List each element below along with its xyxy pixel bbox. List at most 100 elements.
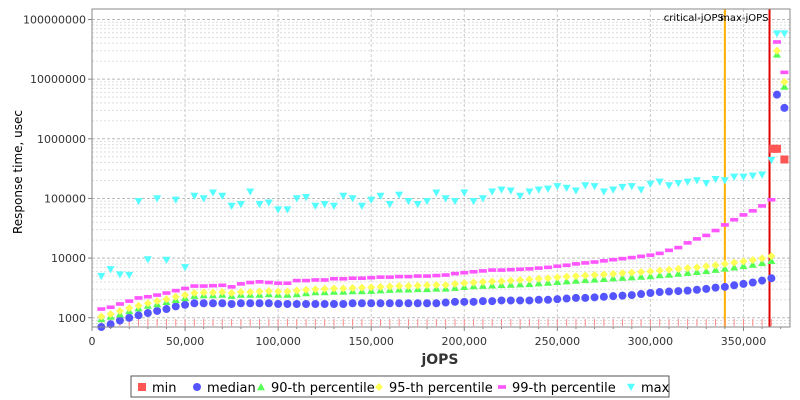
data-point bbox=[618, 256, 627, 261]
marker-label: critical-jOPS bbox=[664, 13, 724, 24]
data-point bbox=[274, 300, 283, 309]
data-point bbox=[711, 228, 720, 233]
data-point bbox=[357, 202, 366, 210]
data-point bbox=[506, 276, 515, 285]
data-point bbox=[780, 30, 789, 38]
data-point bbox=[637, 272, 646, 280]
data-point bbox=[655, 288, 664, 297]
data-point bbox=[274, 281, 283, 285]
data-point bbox=[506, 296, 515, 305]
data-point bbox=[534, 295, 543, 304]
data-point bbox=[255, 287, 264, 296]
data-point bbox=[106, 305, 115, 310]
data-point bbox=[320, 300, 329, 309]
legend-label: median bbox=[207, 381, 256, 396]
data-point bbox=[702, 262, 711, 271]
data-point bbox=[450, 271, 459, 276]
data-point bbox=[711, 265, 720, 273]
data-point bbox=[720, 223, 729, 227]
data-point bbox=[292, 278, 301, 283]
y-tick-label: 100000 bbox=[44, 192, 86, 205]
data-point bbox=[665, 182, 674, 190]
data-point bbox=[692, 237, 701, 241]
data-point bbox=[339, 300, 348, 309]
data-point bbox=[302, 278, 311, 283]
data-point bbox=[767, 252, 776, 261]
data-point bbox=[637, 290, 646, 299]
data-point bbox=[711, 283, 720, 292]
legend-label: max bbox=[641, 381, 670, 396]
data-point bbox=[264, 199, 273, 207]
data-point bbox=[562, 184, 571, 192]
data-point bbox=[497, 277, 506, 286]
data-point bbox=[525, 296, 534, 305]
data-point bbox=[758, 254, 767, 263]
data-point bbox=[367, 275, 376, 280]
data-point bbox=[581, 275, 590, 284]
data-point bbox=[292, 300, 301, 309]
data-point bbox=[665, 287, 674, 296]
data-point bbox=[683, 264, 692, 273]
data-point bbox=[516, 267, 525, 272]
legend-swatch bbox=[257, 383, 265, 391]
data-point bbox=[395, 274, 404, 279]
data-point bbox=[143, 309, 152, 318]
data-point bbox=[432, 273, 441, 278]
data-point bbox=[571, 187, 580, 195]
data-point bbox=[720, 264, 729, 272]
data-point bbox=[320, 278, 329, 282]
data-point bbox=[525, 267, 534, 271]
data-point bbox=[255, 299, 264, 308]
data-point bbox=[125, 299, 134, 303]
data-point bbox=[553, 273, 562, 282]
data-point bbox=[357, 299, 366, 308]
data-point bbox=[590, 260, 599, 264]
data-point bbox=[460, 270, 469, 275]
data-point bbox=[618, 273, 627, 281]
data-point bbox=[320, 201, 329, 209]
data-point bbox=[655, 266, 664, 275]
data-point bbox=[413, 281, 422, 290]
data-point bbox=[478, 269, 487, 273]
grid bbox=[91, 9, 790, 328]
data-point bbox=[208, 288, 217, 297]
legend-swatch bbox=[627, 383, 635, 391]
data-point bbox=[758, 258, 767, 267]
data-point bbox=[143, 299, 152, 308]
data-point bbox=[106, 320, 115, 329]
data-point bbox=[385, 299, 394, 308]
data-point bbox=[702, 284, 711, 293]
data-point bbox=[655, 271, 664, 279]
data-point bbox=[758, 276, 767, 285]
data-point bbox=[115, 306, 124, 315]
data-point bbox=[655, 251, 664, 256]
data-point bbox=[758, 171, 767, 179]
data-point bbox=[264, 287, 273, 296]
data-point bbox=[236, 288, 245, 297]
data-point bbox=[134, 197, 143, 206]
data-point bbox=[97, 307, 106, 311]
data-point bbox=[199, 284, 208, 288]
data-point bbox=[553, 183, 562, 191]
data-point bbox=[720, 259, 729, 268]
data-point bbox=[376, 192, 385, 200]
data-point bbox=[534, 186, 543, 194]
data-point bbox=[739, 279, 748, 288]
data-point bbox=[637, 267, 646, 276]
data-point bbox=[329, 276, 338, 281]
x-tick-label: 350,000 bbox=[721, 335, 767, 348]
data-point bbox=[767, 256, 776, 265]
data-point bbox=[478, 277, 487, 286]
data-point bbox=[264, 280, 273, 285]
data-point bbox=[497, 268, 506, 272]
data-point bbox=[646, 272, 655, 280]
series-95-th-percentile bbox=[97, 46, 789, 321]
data-point bbox=[748, 260, 757, 268]
series-99-th-percentile bbox=[97, 40, 789, 311]
data-point bbox=[432, 189, 441, 197]
legend-label: min bbox=[152, 381, 177, 396]
data-point bbox=[692, 285, 701, 294]
data-point bbox=[115, 302, 124, 306]
data-point bbox=[618, 269, 627, 278]
data-point bbox=[181, 264, 190, 272]
